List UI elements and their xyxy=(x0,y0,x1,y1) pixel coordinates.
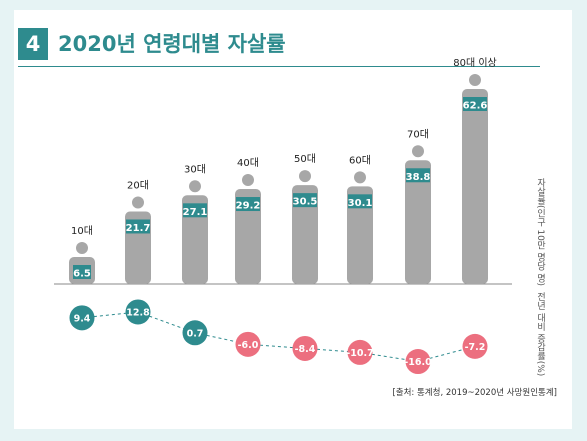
category-label: 60대 xyxy=(349,154,371,166)
change-value-label: 12.8 xyxy=(126,307,150,318)
bar-value-label: 30.1 xyxy=(348,198,373,209)
change-value-label: 9.4 xyxy=(74,313,91,324)
bar-value-label: 29.2 xyxy=(236,201,261,212)
category-label: 10대 xyxy=(71,225,93,237)
change-marker xyxy=(235,331,261,357)
title-divider xyxy=(18,66,540,67)
value-badge xyxy=(236,197,260,212)
person-head xyxy=(354,171,366,184)
section-number: 4 xyxy=(18,28,48,60)
person-body xyxy=(405,160,431,284)
person-head xyxy=(189,180,201,193)
change-value-label: -8.4 xyxy=(295,344,316,355)
person-body xyxy=(182,195,208,284)
category-label: 70대 xyxy=(407,128,429,140)
person-head xyxy=(469,74,481,86)
person-body xyxy=(292,185,318,284)
change-marker xyxy=(125,299,151,325)
category-label: 80대 이상 xyxy=(453,57,497,69)
person-head xyxy=(242,174,254,187)
bar-axis-label: 자살률(인구 10만 명당 명) xyxy=(535,178,545,287)
change-value-label: -10.7 xyxy=(346,348,373,359)
change-marker xyxy=(292,335,318,361)
page-title: 2020년 연령대별 자살률 xyxy=(58,32,286,56)
bar-value-label: 21.7 xyxy=(126,223,151,234)
value-badge xyxy=(463,97,487,111)
bar-value-label: 62.6 xyxy=(463,101,488,112)
line-axis-label: 전년 대비 증감률(%) xyxy=(535,292,545,377)
bar-value-label: 6.5 xyxy=(73,269,91,280)
change-value-label: -6.0 xyxy=(238,340,259,351)
bar-value-label: 27.1 xyxy=(183,207,208,218)
value-badge xyxy=(183,203,207,218)
value-badge xyxy=(73,265,91,279)
change-marker xyxy=(347,339,373,365)
change-value-label: 0.7 xyxy=(187,328,204,339)
value-badge xyxy=(293,193,317,208)
person-body xyxy=(235,189,261,284)
category-label: 50대 xyxy=(294,153,316,165)
change-marker xyxy=(462,333,488,359)
value-badge xyxy=(348,194,372,209)
category-label: 30대 xyxy=(184,163,206,175)
person-body xyxy=(462,89,488,284)
category-label: 20대 xyxy=(127,179,149,191)
person-head xyxy=(412,145,424,158)
change-marker xyxy=(405,349,431,375)
value-badge xyxy=(406,168,430,183)
change-marker xyxy=(182,320,208,346)
person-head xyxy=(76,242,88,254)
category-label: 40대 xyxy=(237,157,259,169)
change-value-label: -7.2 xyxy=(465,342,486,353)
bar-value-label: 30.5 xyxy=(293,197,318,208)
change-value-label: -16.0 xyxy=(404,357,432,368)
change-marker xyxy=(69,305,95,331)
person-head xyxy=(299,170,311,183)
source-note: [출처: 통계청, 2019~2020년 사망원인통계] xyxy=(392,388,557,398)
bar-value-label: 38.8 xyxy=(406,172,431,183)
person-body xyxy=(347,186,373,284)
value-badge xyxy=(126,219,150,234)
person-head xyxy=(132,196,144,209)
